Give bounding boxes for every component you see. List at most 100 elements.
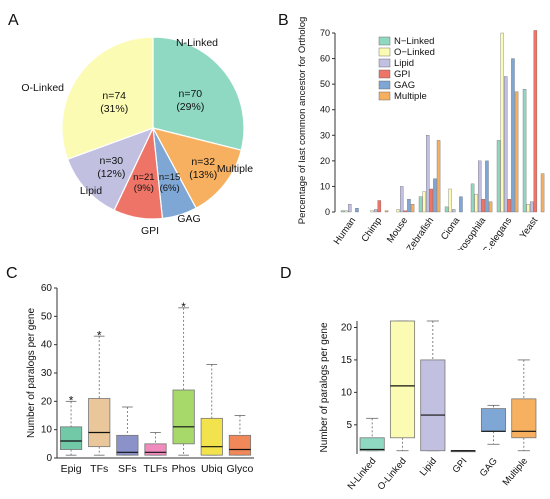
bar-gag-ciona — [459, 196, 463, 213]
y-axis-label: Percentage of last common ancestor for O… — [297, 17, 308, 225]
x-category-label: Ciona — [439, 215, 463, 242]
y-tick-label: 60 — [320, 54, 330, 64]
x-category-label: O-Linked — [376, 456, 409, 493]
bar-o-linked-ciona — [448, 188, 452, 213]
x-category-label: Zebrafish — [405, 215, 437, 250]
bar-lipid-mouse — [400, 186, 404, 213]
bar-o-linked-drosophila — [474, 193, 478, 213]
y-axis-label: Number of paralogs per gene — [26, 308, 37, 439]
bar-o-linked-c-elegans — [500, 32, 504, 213]
y-tick-label: 30 — [320, 130, 330, 140]
bar-gpi-drosophila — [481, 199, 486, 213]
bar-gag-drosophila — [485, 160, 489, 213]
box-plot-c-svg: C 0 10 20 30 40 50 60 Number of paralogs per ge… — [6, 265, 254, 475]
y-tick-label: 20 — [341, 322, 353, 333]
pie-count-label: n=30 — [100, 155, 124, 167]
y-tick-label: 0 — [325, 207, 330, 217]
bar-multiple-zebrafish — [436, 140, 441, 213]
bar-lipid-zebrafish — [426, 135, 430, 213]
bar-n-linked-ciona — [444, 206, 449, 213]
panel-c-box-plot: C 0 10 20 30 40 50 60 Number of paralogs per ge… — [0, 250, 275, 499]
pie-percent-label: (31%) — [100, 103, 128, 115]
legend-swatch-n-linked — [378, 36, 391, 46]
outlier-marker: * — [97, 328, 102, 342]
x-category-label: SFs — [118, 463, 137, 475]
box-ubiq — [200, 417, 223, 456]
x-category-label: Yeast — [518, 215, 541, 241]
box-multiple — [511, 398, 537, 439]
x-category-label: Ubiq — [201, 463, 223, 475]
y-tick-label: 0 — [46, 453, 52, 464]
box-n-linked — [359, 437, 385, 452]
panel-label-b: B — [278, 12, 289, 29]
y-tick-label: 60 — [41, 283, 53, 294]
outlier-marker: * — [181, 300, 186, 314]
bar-gpi-zebrafish — [429, 188, 434, 213]
bar-o-linked-mouse — [396, 209, 400, 213]
bar-lipid-drosophila — [478, 160, 482, 213]
box-lipid — [420, 359, 446, 452]
bar-chart-svg: B 0 10 20 30 40 50 60 70 Percentage of last comm… — [278, 12, 545, 250]
panel-label-c: C — [6, 265, 18, 282]
x-category-label: GAG — [478, 456, 500, 479]
x-category-label: Phos — [172, 463, 196, 475]
box-glyco — [228, 434, 252, 456]
bar-o-linked-zebrafish — [422, 191, 426, 213]
y-tick-label: 10 — [320, 181, 330, 191]
y-tick-label: 10 — [41, 425, 53, 436]
pie-percent-label: (13%) — [189, 169, 217, 181]
x-category-label: Chimp — [360, 215, 385, 244]
pie-slice-name: GPI — [141, 225, 159, 237]
legend-label: GPI — [394, 69, 410, 80]
pie-slice-lipid — [66, 126, 155, 212]
bar-multiple-drosophila — [488, 201, 493, 213]
bar-n-linked-human — [340, 210, 345, 213]
bar-multiple-yeast — [540, 173, 545, 213]
legend-label: Lipid — [394, 58, 414, 69]
bar-o-linked-human — [344, 210, 348, 213]
legend-label: N−Linked — [394, 36, 434, 47]
bar-gag-mouse — [407, 199, 411, 213]
pie-percent-label: (9%) — [134, 183, 154, 194]
x-category-label: Glyco — [227, 463, 254, 475]
box-sfs — [116, 434, 139, 456]
box-plot-d-svg: D 5 10 15 20 Number of paralogs per gene N-Li… — [280, 265, 537, 493]
y-tick-label: 10 — [341, 387, 353, 398]
bar-gpi-yeast — [533, 30, 538, 213]
pie-slice-o-linked — [61, 36, 154, 161]
bar-n-linked-c-elegans — [496, 140, 501, 213]
pie-slice-multiple — [151, 127, 242, 209]
pie-slice-name: O-Linked — [21, 82, 64, 94]
bar-gpi-c-elegans — [507, 199, 512, 213]
pie-slice-name: GAG — [177, 213, 200, 225]
x-category-label: N-Linked — [346, 456, 379, 492]
x-category-label: TFs — [90, 463, 108, 475]
bar-o-linked-yeast — [526, 204, 530, 213]
y-tick-label: 70 — [320, 28, 330, 38]
pie-count-label: n=15 — [159, 172, 180, 183]
pie-slice-name: Lipid — [80, 185, 102, 197]
pie-slice-name: Multiple — [217, 163, 253, 175]
bar-gag-c-elegans — [511, 58, 515, 213]
y-tick-label: 5 — [346, 420, 352, 431]
box-o-linked — [389, 320, 416, 439]
bar-n-linked-zebrafish — [418, 196, 423, 213]
bar-multiple-chimp — [384, 210, 389, 213]
x-category-label: Lipid — [418, 456, 439, 478]
bar-lipid-yeast — [530, 201, 534, 213]
bar-multiple-c-elegans — [514, 91, 519, 213]
y-tick-label: 40 — [41, 340, 53, 351]
panel-label-d: D — [280, 265, 292, 282]
legend-swatch-multiple — [378, 91, 391, 101]
x-category-label: Human — [332, 215, 359, 246]
x-category-label: Mouse — [385, 215, 410, 245]
panel-d-box-plot: D 5 10 15 20 Number of paralogs per gene N-Li… — [275, 250, 550, 499]
box-epig — [59, 426, 83, 450]
pie-percent-label: (12%) — [97, 168, 125, 180]
outlier-marker: * — [69, 394, 74, 408]
x-category-label: TLFs — [144, 463, 168, 475]
box-gag — [480, 408, 507, 432]
box-tlfs — [144, 443, 167, 456]
pie-slice-name: N-Linked — [176, 37, 218, 49]
bar-multiple-mouse — [410, 204, 415, 213]
